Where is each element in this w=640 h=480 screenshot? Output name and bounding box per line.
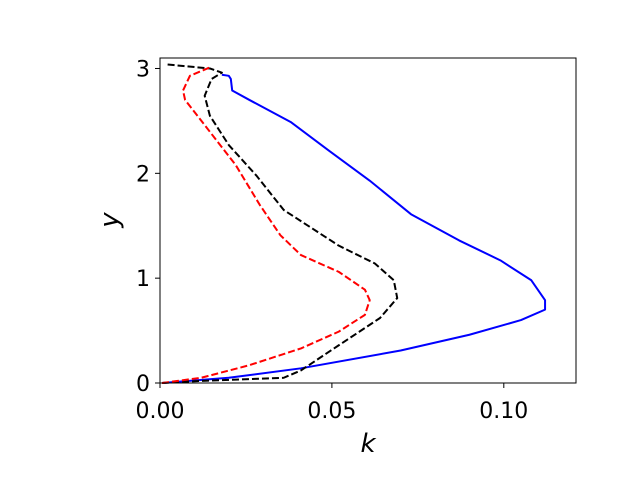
series-line bbox=[161, 66, 371, 384]
x-tick-label: 0.05 bbox=[307, 399, 356, 424]
series-line bbox=[161, 73, 547, 384]
x-tick-label: 0.00 bbox=[136, 399, 185, 424]
plot-frame bbox=[159, 57, 577, 384]
x-axis-label: k bbox=[360, 429, 376, 459]
series-line bbox=[162, 63, 399, 384]
y-tick-label: 0 bbox=[136, 372, 150, 397]
x-tick-label: 0.10 bbox=[479, 399, 528, 424]
y-axis-label: y bbox=[95, 212, 125, 229]
y-tick-label: 2 bbox=[136, 162, 150, 187]
y-tick-label: 3 bbox=[136, 57, 150, 82]
y-tick-label: 1 bbox=[136, 267, 150, 292]
